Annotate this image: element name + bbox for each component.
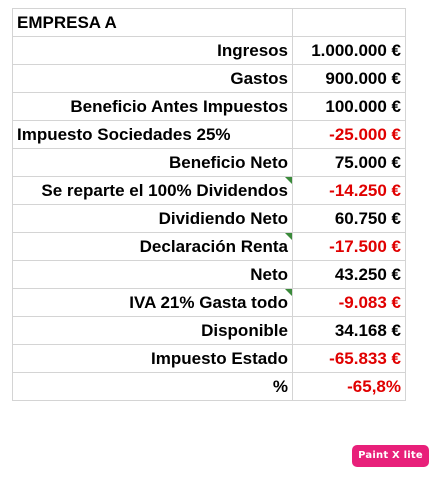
row-label-cell[interactable]: Neto xyxy=(12,260,293,289)
row-label-cell[interactable]: % xyxy=(12,372,293,401)
row-value-cell[interactable]: 34.168 € xyxy=(292,316,406,345)
cell-comment-indicator-icon xyxy=(285,233,292,240)
row-label-cell[interactable]: Declaración Renta xyxy=(12,232,293,261)
row-value-cell[interactable]: -65.833 € xyxy=(292,344,406,373)
row-label-cell[interactable]: Beneficio Neto xyxy=(12,148,293,177)
table-row: Impuesto Estado -65.833 € xyxy=(12,344,406,373)
table-row: Beneficio Neto 75.000 € xyxy=(12,148,406,177)
table-row: IVA 21% Gasta todo -9.083 € xyxy=(12,288,406,317)
table-row: Beneficio Antes Impuestos 100.000 € xyxy=(12,92,406,121)
paint-x-lite-watermark: Paint X lite xyxy=(352,445,429,467)
table-row: Ingresos 1.000.000 € xyxy=(12,36,406,65)
table-row: Disponible 34.168 € xyxy=(12,316,406,345)
table-row: Dividiendo Neto 60.750 € xyxy=(12,204,406,233)
row-value-cell[interactable]: 75.000 € xyxy=(292,148,406,177)
title-cell[interactable]: EMPRESA A xyxy=(12,8,293,37)
row-label-cell[interactable]: IVA 21% Gasta todo xyxy=(12,288,293,317)
spreadsheet-body: EMPRESA A Ingresos 1.000.000 € Gastos 900.0… xyxy=(12,8,406,401)
table-row: % -65,8% xyxy=(12,372,406,401)
row-value-cell[interactable]: 1.000.000 € xyxy=(292,36,406,65)
cell-comment-indicator-icon xyxy=(285,289,292,296)
title-empty-cell[interactable] xyxy=(292,8,406,37)
row-label-cell[interactable]: Impuesto Sociedades 25% xyxy=(12,120,293,149)
row-value-cell[interactable]: 43.250 € xyxy=(292,260,406,289)
row-value-cell[interactable]: -25.000 € xyxy=(292,120,406,149)
row-label-cell[interactable]: Ingresos xyxy=(12,36,293,65)
row-label-cell[interactable]: Dividiendo Neto xyxy=(12,204,293,233)
row-label-cell[interactable]: Impuesto Estado xyxy=(12,344,293,373)
table-row: Gastos 900.000 € xyxy=(12,64,406,93)
row-value-cell[interactable]: -14.250 € xyxy=(292,176,406,205)
title-row: EMPRESA A xyxy=(12,8,406,37)
table-row: Impuesto Sociedades 25% -25.000 € xyxy=(12,120,406,149)
row-value-cell[interactable]: -65,8% xyxy=(292,372,406,401)
table-row: Neto 43.250 € xyxy=(12,260,406,289)
row-label-cell[interactable]: Disponible xyxy=(12,316,293,345)
cell-comment-indicator-icon xyxy=(285,177,292,184)
row-value-cell[interactable]: 100.000 € xyxy=(292,92,406,121)
row-value-cell[interactable]: -17.500 € xyxy=(292,232,406,261)
row-value-cell[interactable]: 900.000 € xyxy=(292,64,406,93)
row-value-cell[interactable]: -9.083 € xyxy=(292,288,406,317)
row-label-cell[interactable]: Se reparte el 100% Dividendos xyxy=(12,176,293,205)
table-row: Se reparte el 100% Dividendos -14.250 € xyxy=(12,176,406,205)
row-label-cell[interactable]: Beneficio Antes Impuestos xyxy=(12,92,293,121)
table-row: Declaración Renta -17.500 € xyxy=(12,232,406,261)
row-label-cell[interactable]: Gastos xyxy=(12,64,293,93)
row-value-cell[interactable]: 60.750 € xyxy=(292,204,406,233)
spreadsheet-table: EMPRESA A Ingresos 1.000.000 € Gastos 900.0… xyxy=(12,8,406,401)
